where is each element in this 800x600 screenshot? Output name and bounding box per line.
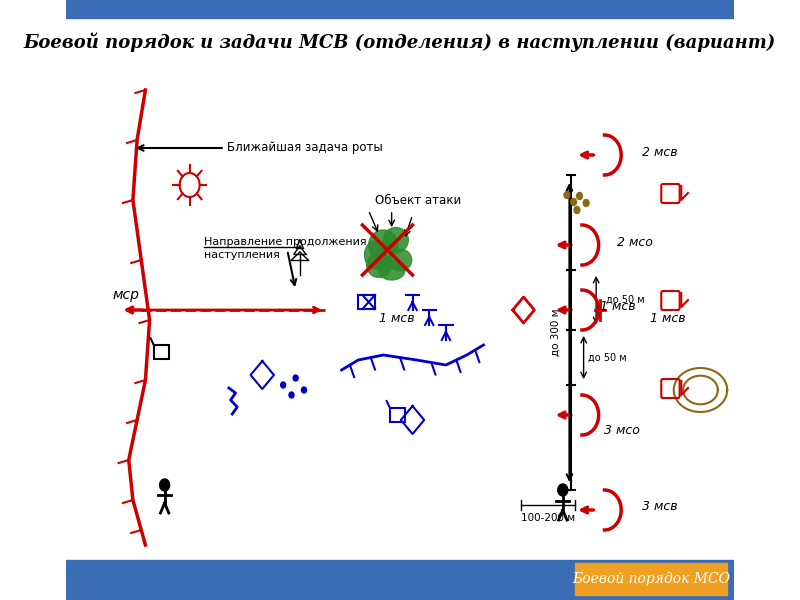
- Text: Направление продолжения: Направление продолжения: [204, 237, 366, 247]
- Ellipse shape: [366, 253, 392, 277]
- Text: 100-200 м: 100-200 м: [521, 513, 575, 523]
- Text: 2 мсв: 2 мсв: [642, 145, 678, 158]
- Text: 1 мсв: 1 мсв: [600, 301, 636, 313]
- Text: 3 мсв: 3 мсв: [642, 500, 678, 514]
- Circle shape: [558, 484, 568, 496]
- Text: до 300 м: до 300 м: [551, 309, 561, 356]
- Text: 1 мсв: 1 мсв: [650, 311, 686, 325]
- Ellipse shape: [388, 249, 412, 271]
- Text: 3 мсо: 3 мсо: [605, 424, 640, 437]
- Ellipse shape: [369, 230, 398, 260]
- Circle shape: [574, 206, 580, 214]
- Circle shape: [583, 199, 589, 206]
- Text: до 50 м: до 50 м: [588, 352, 626, 362]
- Text: Ближайшая задача роты: Ближайшая задача роты: [227, 142, 383, 154]
- Circle shape: [289, 392, 294, 398]
- Ellipse shape: [383, 227, 408, 253]
- Ellipse shape: [378, 260, 405, 280]
- Circle shape: [577, 193, 582, 199]
- Ellipse shape: [365, 241, 386, 269]
- Circle shape: [281, 382, 286, 388]
- Text: мср: мср: [113, 288, 140, 302]
- Bar: [66, 0, 734, 18]
- Text: Боевой порядок МСО: Боевой порядок МСО: [572, 572, 730, 586]
- Bar: [66, 560, 734, 600]
- Text: наступления: наступления: [204, 250, 280, 260]
- Text: Боевой порядок и задачи МСВ (отделения) в наступлении (вариант): Боевой порядок и задачи МСВ (отделения) …: [24, 32, 776, 52]
- Bar: [390, 408, 405, 422]
- Circle shape: [293, 375, 298, 381]
- Circle shape: [160, 479, 170, 491]
- Circle shape: [570, 199, 577, 205]
- Text: 1 мсв: 1 мсв: [379, 311, 414, 325]
- Bar: [358, 295, 375, 309]
- Circle shape: [564, 191, 570, 199]
- Text: Объект атаки: Объект атаки: [375, 193, 462, 206]
- Bar: [154, 345, 169, 359]
- Bar: [575, 563, 727, 595]
- Text: до 50 м: до 50 м: [606, 295, 645, 305]
- Text: 2 мсо: 2 мсо: [617, 235, 653, 248]
- Circle shape: [302, 387, 306, 393]
